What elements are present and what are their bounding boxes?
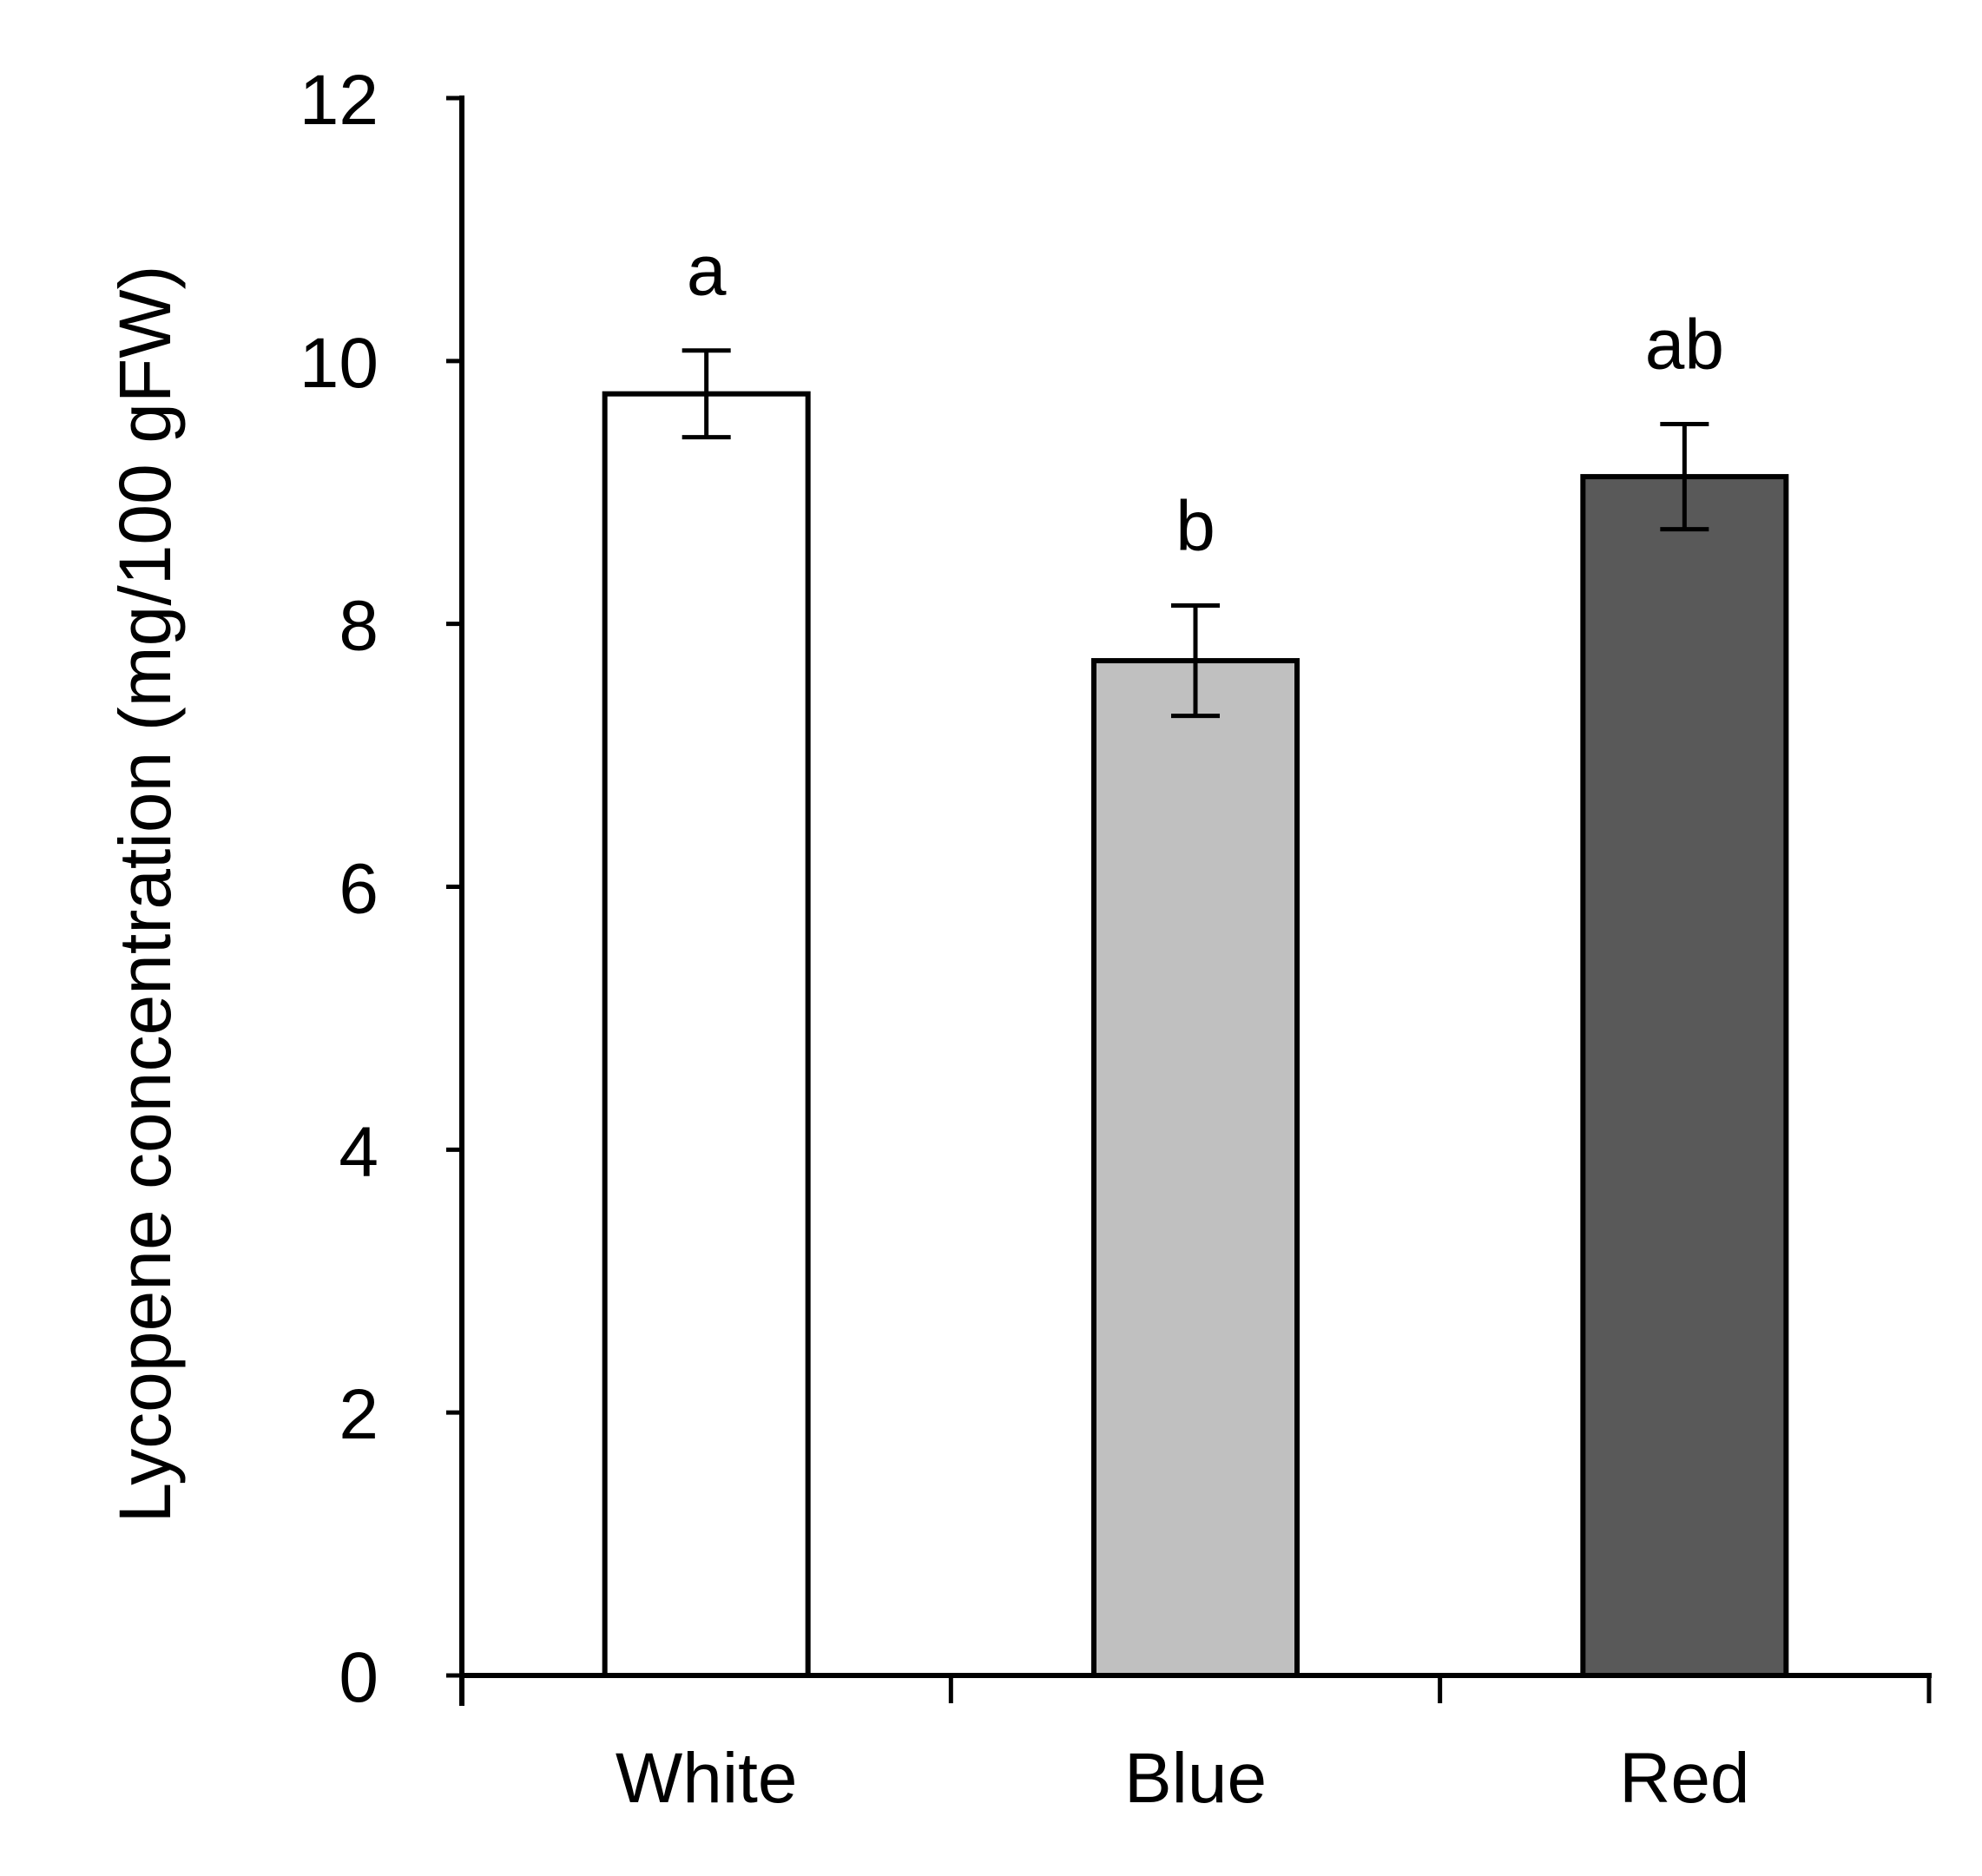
bar bbox=[1091, 658, 1300, 1678]
significance-letter: ab bbox=[1645, 306, 1724, 385]
bar bbox=[602, 391, 811, 1678]
x-category-label: Red bbox=[1619, 1739, 1749, 1818]
x-category-label: Blue bbox=[1124, 1739, 1267, 1818]
significance-letter: a bbox=[687, 232, 727, 311]
y-tick-label: 0 bbox=[339, 1638, 379, 1717]
bar bbox=[1580, 474, 1789, 1679]
significance-letter: b bbox=[1175, 486, 1215, 565]
y-tick-label: 8 bbox=[339, 587, 379, 666]
y-axis-title-group: Lycopene concentration (mg/100 gFW) bbox=[104, 266, 186, 1524]
x-category-label: White bbox=[616, 1739, 798, 1818]
y-tick-label: 12 bbox=[300, 61, 379, 140]
y-axis-title: Lycopene concentration (mg/100 gFW) bbox=[104, 266, 186, 1524]
y-tick-label: 6 bbox=[339, 850, 379, 929]
y-tick-label: 2 bbox=[339, 1375, 379, 1454]
y-tick-label: 10 bbox=[300, 324, 379, 403]
y-tick-label: 4 bbox=[339, 1112, 379, 1191]
